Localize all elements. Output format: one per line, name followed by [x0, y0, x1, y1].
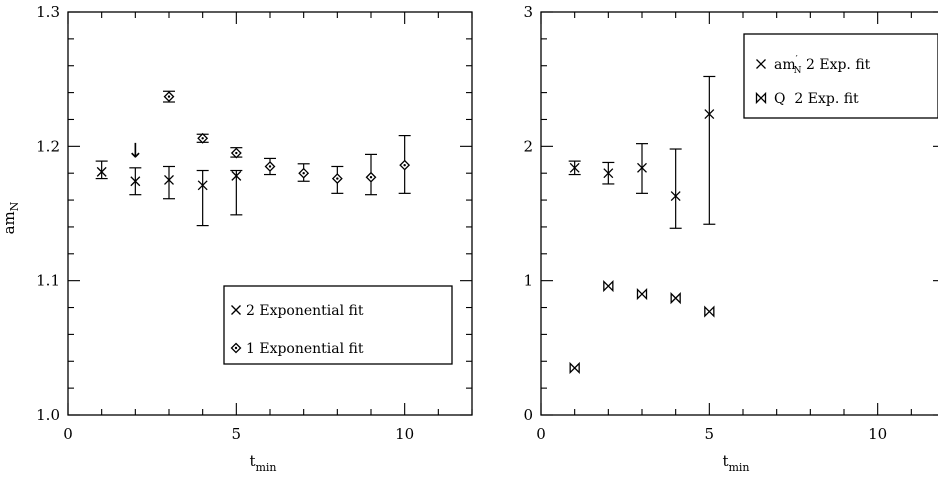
error-bar — [196, 169, 209, 227]
right-axis-ticks — [540, 11, 938, 416]
left-y-axis-label: amN — [0, 201, 21, 234]
left-legend-marker-x — [231, 305, 241, 315]
legend-x-marker — [231, 305, 241, 315]
left-y-axis-label-main: am — [0, 211, 18, 234]
y-tick-label: 1.2 — [36, 137, 60, 155]
y-tick-label: 1.0 — [36, 406, 60, 424]
data-point-x — [231, 170, 242, 181]
left-x-axis-label-sub: min — [255, 461, 276, 474]
right-legend-marker-bowtie — [755, 91, 767, 105]
left-data-marks — [95, 90, 411, 227]
left-y-tick-labels: 1.0 1.1 1.2 1.3 — [36, 3, 60, 424]
left-y-axis-label-sub: N — [8, 201, 21, 211]
data-point-diamond — [298, 167, 310, 179]
right-legend-label-0-main: am — [774, 57, 796, 73]
data-point-x — [670, 191, 681, 201]
legend-diamond-marker — [230, 342, 242, 354]
right-legend-box — [743, 33, 938, 119]
legend-bowtie-marker — [755, 91, 767, 105]
right-chart-panel: 0 1 2 3 0 5 10 tmin am′ N 2 Exp. fit Q 2 Exp. … — [523, 3, 938, 474]
right-legend-label-0: am′ N 2 Exp. fit — [774, 55, 871, 76]
left-legend-box — [223, 285, 453, 365]
error-bar — [230, 169, 243, 216]
data-point-diamond — [163, 91, 175, 103]
left-legend: 2 Exponential fit 1 Exponential fit — [223, 285, 453, 365]
x-tick-label: 0 — [536, 425, 546, 443]
right-legend-label-0-sub: N — [794, 66, 802, 76]
data-point-x — [704, 109, 715, 120]
left-legend-marker-diamond — [230, 342, 242, 354]
left-legend-label-1: 1 Exponential fit — [246, 341, 364, 357]
y-tick-label: 1.1 — [36, 272, 60, 290]
right-y-tick-labels: 0 1 2 3 — [523, 3, 533, 424]
data-point-diamond — [365, 171, 377, 183]
x-tick-label: 10 — [868, 425, 887, 443]
right-legend-label-0-sup: ′ — [796, 55, 798, 65]
right-x-tick-labels: 0 5 10 — [536, 425, 887, 443]
error-bar — [669, 148, 682, 229]
error-bar — [95, 160, 108, 180]
data-point-bowtie — [670, 292, 681, 305]
left-chart-panel: 1.0 1.1 1.2 1.3 0 5 10 amN tmin 2 Exponential… — [0, 3, 473, 474]
data-point-bowtie — [603, 279, 614, 293]
right-legend-marker-x — [756, 59, 766, 69]
right-x-axis-label-sub: min — [728, 461, 749, 474]
left-axis-ticks — [67, 11, 473, 416]
data-point-x — [130, 176, 141, 187]
right-legend-label-0-rest: 2 Exp. fit — [802, 57, 871, 73]
left-x-axis-label-main: t — [249, 452, 255, 470]
x-tick-label: 5 — [232, 425, 242, 443]
y-tick-label: 1 — [523, 272, 533, 290]
left-legend-label-0: 2 Exponential fit — [246, 303, 364, 319]
right-x-axis-label: tmin — [722, 452, 749, 474]
data-point-x — [569, 162, 580, 173]
x-tick-label: 10 — [395, 425, 414, 443]
left-x-axis-label: tmin — [249, 452, 276, 474]
error-bar — [703, 75, 716, 225]
left-x-tick-labels: 0 5 10 — [63, 425, 414, 443]
data-point-bowtie — [704, 305, 715, 318]
right-x-axis-label-main: t — [722, 452, 728, 470]
data-point-bowtie — [636, 288, 648, 301]
data-point-diamond — [331, 173, 343, 184]
x-tick-label: 0 — [63, 425, 73, 443]
y-tick-label: 1.3 — [36, 3, 60, 21]
legend-x-marker — [756, 59, 766, 69]
error-bar — [163, 165, 175, 200]
y-tick-label: 3 — [523, 3, 533, 21]
data-point-diamond — [230, 147, 242, 159]
right-data-marks — [568, 75, 716, 375]
data-point-x — [197, 180, 208, 191]
right-legend: am′ N 2 Exp. fit Q 2 Exp. fit — [743, 33, 938, 119]
data-point-x — [164, 174, 174, 185]
data-point-bowtie — [569, 361, 580, 375]
data-point-diamond — [197, 132, 209, 144]
down-arrow-annotation: ↓ — [127, 139, 144, 163]
data-point-x — [603, 168, 614, 179]
x-tick-label: 5 — [705, 425, 715, 443]
data-point-diamond — [264, 161, 276, 172]
y-tick-label: 2 — [523, 137, 533, 155]
y-tick-label: 0 — [523, 406, 533, 424]
right-legend-label-1: Q 2 Exp. fit — [774, 91, 859, 107]
data-point-x — [96, 166, 107, 177]
data-point-diamond — [399, 159, 411, 171]
data-point-x — [637, 162, 647, 173]
